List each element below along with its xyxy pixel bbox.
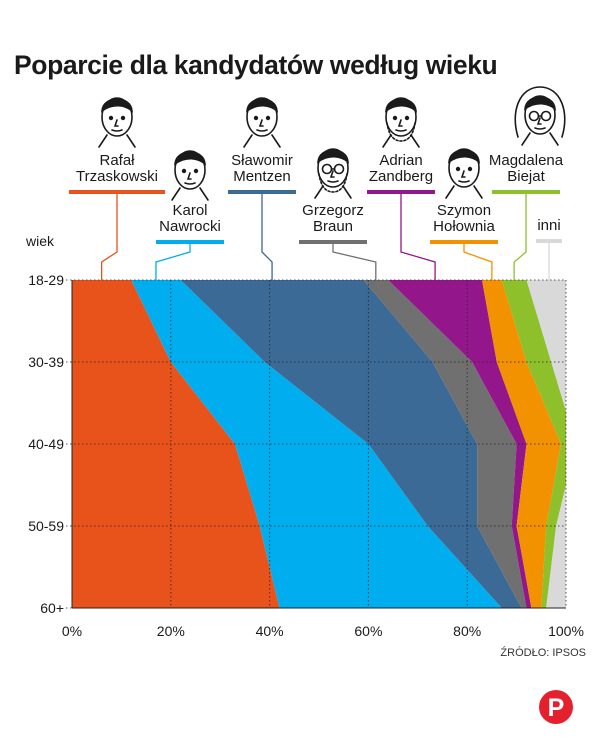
y-tick-label: 50-59 — [28, 518, 64, 534]
portrait-biejat-icon — [514, 86, 566, 146]
candidate-label: Zandberg — [369, 168, 433, 185]
candidate-label: Grzegorz — [302, 202, 364, 219]
candidate-label: Trzaskowski — [76, 168, 158, 185]
candidate-connector — [463, 244, 493, 280]
y-tick-label: 60+ — [40, 600, 64, 616]
candidate-label: Hołownia — [433, 218, 495, 235]
candidate-connector — [261, 194, 273, 280]
candidate-connector — [332, 244, 377, 280]
candidate-color-bar — [430, 240, 498, 244]
portrait-trzaskowski-icon — [98, 97, 136, 148]
brand-logo: P — [539, 690, 573, 724]
area-karol-nawrocki — [131, 280, 502, 608]
y-tick-label: 40-49 — [28, 436, 64, 452]
candidate-color-bar — [492, 190, 560, 194]
source-note: ŹRÓDŁO: IPSOS — [500, 646, 586, 659]
candidate-color-bar — [69, 190, 165, 194]
x-tick-label: 40% — [256, 623, 284, 639]
area-adrian-zandberg — [388, 280, 532, 608]
portrait-nawrocki-icon — [171, 150, 209, 201]
area-s-awomir-mentzen — [180, 280, 522, 608]
brand-logo-letter: P — [548, 694, 565, 722]
area-rafa-trzaskowski — [72, 280, 280, 608]
candidate-label: Karol — [172, 202, 207, 219]
candidate-connector — [513, 194, 527, 280]
candidate-label: Braun — [313, 218, 353, 235]
y-axis-title: wiek — [25, 233, 55, 249]
x-tick-label: 80% — [453, 623, 481, 639]
candidate-connector — [100, 194, 118, 280]
area-grzegorz-braun — [363, 280, 527, 608]
candidate-label: Mentzen — [233, 168, 291, 185]
portrait-mentzen-icon — [243, 97, 281, 148]
candidate-connector — [400, 194, 436, 280]
x-tick-label: 0% — [62, 623, 82, 639]
x-tick-label: 60% — [354, 623, 382, 639]
area-magdalena-biejat — [501, 280, 566, 608]
y-tick-label: 30-39 — [28, 354, 64, 370]
portrait-zandberg-icon — [382, 97, 420, 148]
chart-title: Poparcie dla kandydatów według wieku — [14, 50, 498, 80]
candidate-label: inni — [537, 217, 560, 234]
candidate-color-bar — [156, 240, 224, 244]
x-tick-label: 20% — [157, 623, 185, 639]
candidate-color-bar — [228, 190, 296, 194]
area-szymon-ho-ownia — [482, 280, 562, 608]
candidate-label: Rafał — [99, 152, 135, 169]
portrait-braun-icon — [314, 148, 352, 199]
candidate-label: Biejat — [507, 168, 545, 185]
candidate-connector — [155, 244, 191, 280]
portrait-holownia-icon — [445, 148, 483, 199]
candidate-label: Nawrocki — [159, 218, 221, 235]
candidate-color-bar — [367, 190, 435, 194]
candidate-label: Szymon — [437, 202, 491, 219]
candidate-color-bar — [536, 239, 562, 243]
candidate-label: Sławomir — [231, 152, 293, 169]
candidate-label: Adrian — [379, 152, 422, 169]
y-tick-label: 18-29 — [28, 272, 64, 288]
area-inni — [526, 280, 566, 608]
candidate-label: Magdalena — [489, 152, 564, 169]
candidate-color-bar — [299, 240, 367, 244]
x-tick-label: 100% — [548, 623, 584, 639]
